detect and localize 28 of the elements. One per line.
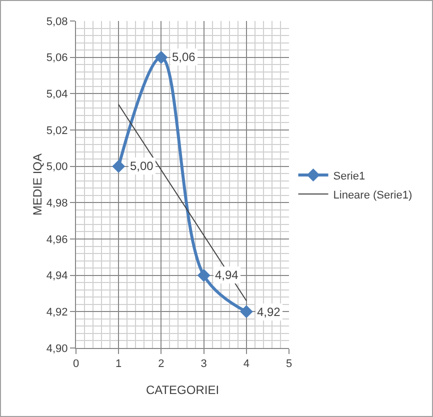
y-tick-label: 5,02 xyxy=(46,124,68,137)
x-tick-label: 0 xyxy=(72,358,80,370)
legend-label: Serie1 xyxy=(333,170,366,182)
y-tick-label: 4,98 xyxy=(46,198,68,210)
data-label: 5,00 xyxy=(130,159,154,173)
x-tick-label: 1 xyxy=(116,358,122,370)
legend-label: Lineare (Serie1) xyxy=(333,189,412,202)
y-tick-label: 5,00 xyxy=(46,161,68,174)
point xyxy=(154,50,168,64)
point xyxy=(112,160,126,173)
y-tick-label: 5,04 xyxy=(46,88,68,101)
y-axis-title: MEDIE IQA xyxy=(30,153,44,216)
y-tick-label: 5,06 xyxy=(46,52,68,64)
point xyxy=(240,305,253,318)
data-label: 4,94 xyxy=(215,268,239,282)
y-tick-label: 4,96 xyxy=(46,234,68,246)
y-tick-label: 4,92 xyxy=(46,306,68,319)
x-tick-label: 2 xyxy=(158,358,164,370)
x-axis-title: CATEGORIEI xyxy=(146,383,220,397)
point xyxy=(197,268,210,282)
data-label: 5,06 xyxy=(172,50,196,64)
y-tick-label: 5,08 xyxy=(46,16,68,28)
y-tick-label: 4,94 xyxy=(46,270,68,282)
x-tick-label: 3 xyxy=(200,358,207,370)
data-label: 4,92 xyxy=(257,305,281,319)
y-tick-label: 4,90 xyxy=(46,342,68,355)
x-tick-label: 5 xyxy=(286,358,292,370)
x-tick-label: 4 xyxy=(243,358,250,370)
